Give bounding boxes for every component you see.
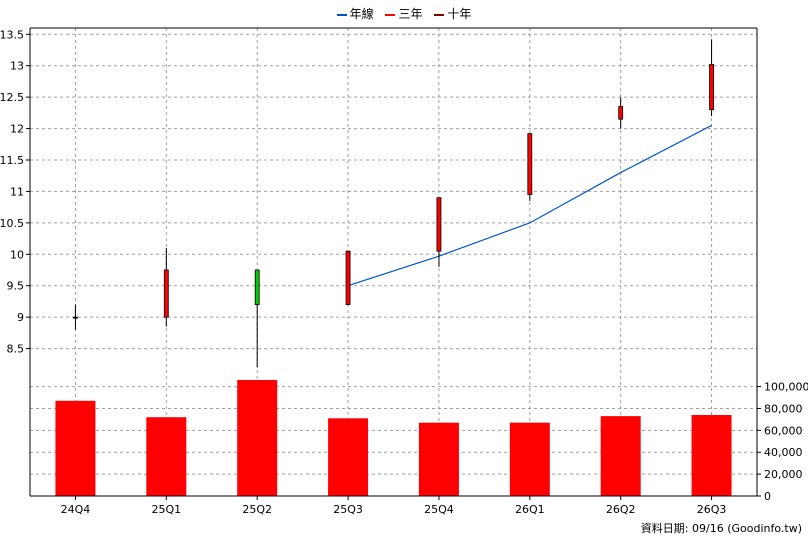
price-tick-label: 13	[10, 60, 24, 73]
volume-bar	[418, 422, 459, 496]
price-tick-label: 8.5	[7, 343, 25, 356]
candle-body	[73, 316, 78, 319]
price-grid	[30, 28, 757, 496]
year-line	[347, 124, 712, 287]
price-tick-label: 9	[17, 311, 24, 324]
price-tick-label: 10.5	[0, 217, 24, 230]
x-tick-label: 26Q1	[515, 503, 545, 516]
volume-bar	[600, 416, 641, 496]
candle-body	[345, 250, 351, 305]
year-line-series	[347, 124, 712, 287]
candle-body	[709, 64, 714, 111]
candles	[73, 39, 714, 368]
candle-body	[618, 106, 624, 120]
legend-swatch	[434, 13, 445, 16]
price-tick-label: 11	[10, 185, 24, 198]
x-tick-label: 26Q3	[697, 503, 727, 516]
volume-bars	[55, 380, 732, 496]
volume-bar	[691, 415, 732, 496]
volume-tick-label: 80,000	[764, 402, 803, 415]
volume-bar	[55, 400, 96, 496]
x-tick-label: 25Q1	[151, 503, 181, 516]
chart-frame	[29, 27, 758, 497]
source-label: 資料日期: 09/16 (Goodinfo.tw)	[640, 522, 802, 535]
volume-bar	[328, 418, 369, 496]
candle-body	[436, 197, 442, 252]
x-tick-label: 25Q2	[242, 503, 272, 516]
legend-swatch	[336, 13, 347, 16]
volume-tick-label: 20,000	[764, 468, 803, 481]
legend-item-ten-year: 十年	[434, 5, 471, 22]
x-tick-label: 25Q3	[333, 503, 363, 516]
legend-label: 三年	[398, 7, 423, 21]
volume-tick-label: 0	[764, 490, 771, 503]
volume-tick-label: 40,000	[764, 446, 803, 459]
legend-label: 年線	[349, 7, 374, 21]
volume-bar	[237, 380, 278, 496]
legend-item-three-year: 三年	[385, 5, 423, 22]
volume-grid	[30, 386, 757, 475]
volume-y-axis: 100,000 80,000 60,000 40,000 20,000 0	[757, 381, 808, 503]
x-axis: 24Q4 25Q1 25Q2 25Q3 25Q4 26Q1 26Q2 26Q3	[61, 496, 727, 516]
price-tick-label: 12	[10, 123, 24, 136]
price-tick-label: 13.5	[0, 28, 24, 41]
price-tick-label: 9.5	[7, 280, 25, 293]
legend: 年線 三年 十年	[0, 5, 808, 22]
price-tick-label: 12.5	[0, 91, 24, 104]
candle-body	[163, 269, 169, 318]
candle-body	[527, 133, 533, 195]
x-tick-label: 26Q2	[606, 503, 636, 516]
legend-label: 十年	[447, 7, 472, 21]
x-tick-label: 24Q4	[61, 503, 91, 516]
price-tick-label: 11.5	[0, 154, 24, 167]
legend-swatch	[385, 13, 396, 16]
volume-bar	[146, 417, 187, 496]
price-y-axis: 13.5 13 12.5 12 11.5 11 10.5 10 9.5 9 8.5	[0, 28, 30, 356]
candle-body	[254, 269, 260, 305]
volume-bar	[509, 422, 550, 496]
legend-item-year: 年線	[336, 5, 374, 22]
price-tick-label: 10	[10, 248, 24, 261]
x-tick-label: 25Q4	[424, 503, 454, 516]
volume-tick-label: 60,000	[764, 424, 803, 437]
volume-tick-label: 100,000	[764, 381, 808, 394]
